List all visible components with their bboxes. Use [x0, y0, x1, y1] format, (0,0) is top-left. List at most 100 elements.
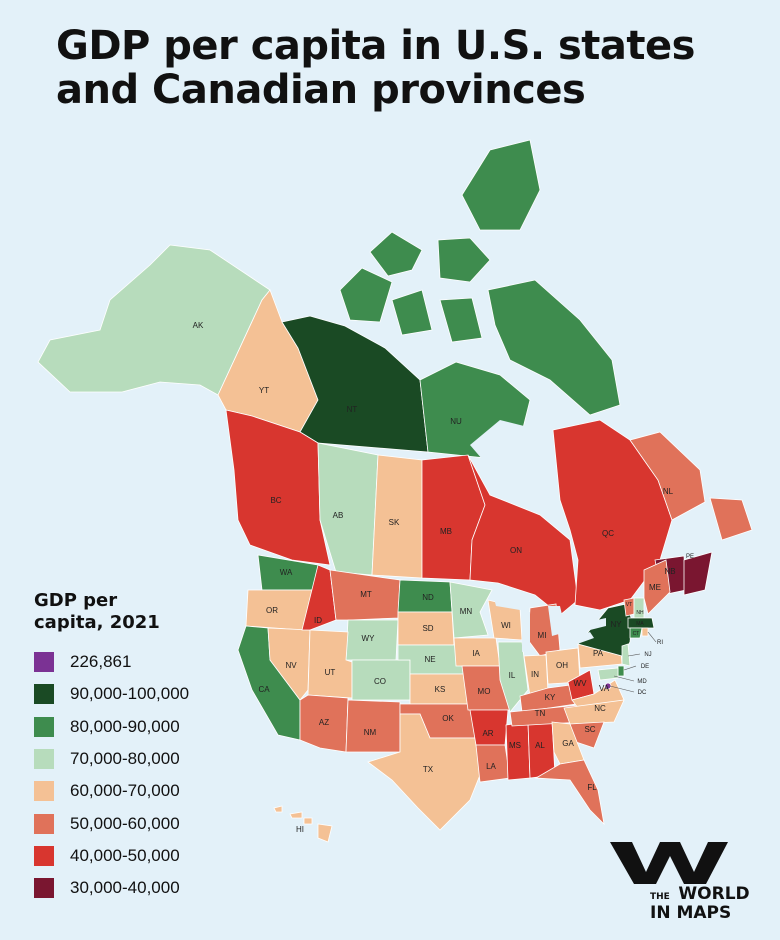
- label-CA: CA: [258, 685, 270, 694]
- label-IN: IN: [531, 670, 539, 679]
- region-DE: [617, 665, 625, 677]
- label-TX: TX: [423, 765, 434, 774]
- legend-label: 90,000-100,000: [70, 684, 190, 704]
- label-UT: UT: [325, 668, 336, 677]
- label-MB: MB: [440, 527, 452, 536]
- label-GA: GA: [562, 739, 574, 748]
- label-SC: SC: [584, 725, 595, 734]
- legend-title-line-1: GDP per: [34, 590, 118, 611]
- lake-huron: [548, 606, 566, 636]
- label-CO: CO: [374, 677, 386, 686]
- label-VT: VT: [626, 602, 632, 608]
- label-NT: NT: [347, 405, 358, 414]
- brand-text: THE WORLD IN MAPS: [650, 884, 750, 923]
- legend-item: 50,000-60,000: [34, 807, 189, 839]
- label-WA: WA: [280, 568, 293, 577]
- wm-logo-icon: [610, 842, 728, 884]
- label-NU: NU: [450, 417, 462, 426]
- legend-item: 40,000-50,000: [34, 840, 189, 872]
- legend-swatch: [34, 684, 54, 705]
- brand-logo: THE WORLD IN MAPS: [610, 838, 760, 928]
- brand-small: THE: [650, 892, 670, 902]
- legend-label: 226,861: [70, 652, 132, 672]
- label-AZ: AZ: [319, 718, 329, 727]
- label-DE: DE: [641, 664, 649, 670]
- region-MN: [449, 581, 493, 639]
- region-RI: [641, 627, 649, 637]
- leader-lines: [609, 631, 657, 693]
- label-OK: OK: [442, 714, 454, 723]
- label-LA: LA: [486, 762, 496, 771]
- label-KS: KS: [435, 685, 446, 694]
- legend-item: 80,000-90,000: [34, 711, 189, 743]
- legend-item: 70,000-80,000: [34, 743, 189, 775]
- region-MA: [627, 617, 655, 629]
- label-NH: NH: [636, 610, 644, 616]
- legend-title-line-2: capita, 2021: [34, 612, 160, 633]
- label-AL: AL: [535, 741, 545, 750]
- label-MI: MI: [538, 631, 547, 640]
- label-KY: KY: [545, 693, 556, 702]
- legend-label: 70,000-80,000: [70, 749, 180, 769]
- map-title: GDP per capita in U.S. states and Canadi…: [56, 24, 736, 112]
- label-CT: CT: [633, 631, 640, 637]
- water-bodies: [470, 420, 606, 652]
- region-PE: [683, 551, 713, 596]
- label-WI: WI: [501, 621, 511, 630]
- region-NJ: [621, 643, 631, 667]
- label-MT: MT: [360, 590, 372, 599]
- lake-ontario: [588, 618, 606, 630]
- region-NM: [345, 699, 401, 753]
- label-WV: WV: [574, 679, 588, 688]
- lake-superior: [494, 594, 540, 610]
- region-NC: [563, 699, 625, 725]
- region-ME: [643, 559, 671, 615]
- label-PA: PA: [593, 649, 604, 658]
- region-ID: [301, 564, 337, 631]
- legend-label: 80,000-90,000: [70, 716, 180, 736]
- legend-label: 50,000-60,000: [70, 813, 180, 833]
- brand-line-1: WORLD: [678, 884, 750, 904]
- hudson-bay: [470, 420, 555, 512]
- label-OH: OH: [556, 661, 568, 670]
- label-YT: YT: [259, 386, 269, 395]
- label-PE: PE: [686, 554, 694, 560]
- label-MD: MD: [637, 679, 647, 685]
- label-MS: MS: [509, 741, 521, 750]
- legend-swatch: [34, 716, 54, 737]
- label-NE: NE: [424, 655, 435, 664]
- label-DC: DC: [638, 690, 647, 696]
- legend-label: 40,000-50,000: [70, 845, 180, 865]
- label-OR: OR: [266, 606, 278, 615]
- region-AR: [469, 709, 509, 746]
- legend-swatch: [34, 813, 54, 834]
- label-ID: ID: [314, 616, 322, 625]
- region-HI: [273, 805, 333, 843]
- label-QC: QC: [602, 529, 614, 538]
- legend-label: 60,000-70,000: [70, 781, 180, 801]
- label-ME: ME: [649, 583, 661, 592]
- legend-swatch: [34, 749, 54, 770]
- region-AZ: [299, 694, 349, 753]
- region-IL: [497, 641, 529, 713]
- label-RI: RI: [657, 640, 663, 646]
- region-BC: [225, 409, 331, 566]
- label-NV: NV: [285, 661, 297, 670]
- region-UT: [307, 629, 353, 699]
- label-NY: NY: [610, 620, 622, 629]
- region-NL-island: [709, 497, 753, 541]
- region-TX: [367, 713, 487, 831]
- label-IA: IA: [472, 649, 480, 658]
- label-BC: BC: [270, 496, 281, 505]
- legend-swatch: [34, 845, 54, 866]
- legend-item: 226,861: [34, 646, 189, 678]
- legend-item: 90,000-100,000: [34, 678, 189, 710]
- legend: GDP per capita, 2021 226,861 90,000-100,…: [34, 590, 189, 904]
- region-SK: [371, 454, 423, 579]
- legend-item: 60,000-70,000: [34, 775, 189, 807]
- region-NL: [629, 431, 706, 521]
- lake-erie: [562, 632, 594, 648]
- label-ON: ON: [510, 546, 522, 555]
- label-MO: MO: [478, 687, 491, 696]
